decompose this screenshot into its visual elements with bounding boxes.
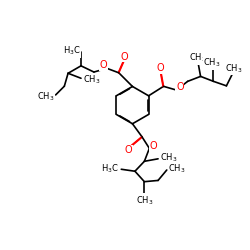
- Text: CH$_3$: CH$_3$: [204, 56, 221, 69]
- Text: CH$_3$: CH$_3$: [189, 52, 207, 64]
- Text: CH$_3$: CH$_3$: [136, 194, 154, 206]
- Text: O: O: [124, 145, 132, 155]
- Text: O: O: [150, 142, 157, 152]
- Text: CH$_3$: CH$_3$: [224, 62, 242, 75]
- Text: O: O: [156, 64, 164, 74]
- Text: CH$_3$: CH$_3$: [160, 151, 178, 164]
- Text: H$_3$C: H$_3$C: [101, 162, 119, 175]
- Text: O: O: [121, 52, 128, 62]
- Text: CH$_3$: CH$_3$: [168, 162, 186, 175]
- Text: H$_3$C: H$_3$C: [63, 45, 80, 57]
- Text: CH$_3$: CH$_3$: [37, 91, 54, 103]
- Text: O: O: [100, 60, 108, 70]
- Text: CH$_3$: CH$_3$: [83, 73, 100, 86]
- Text: O: O: [176, 82, 184, 92]
